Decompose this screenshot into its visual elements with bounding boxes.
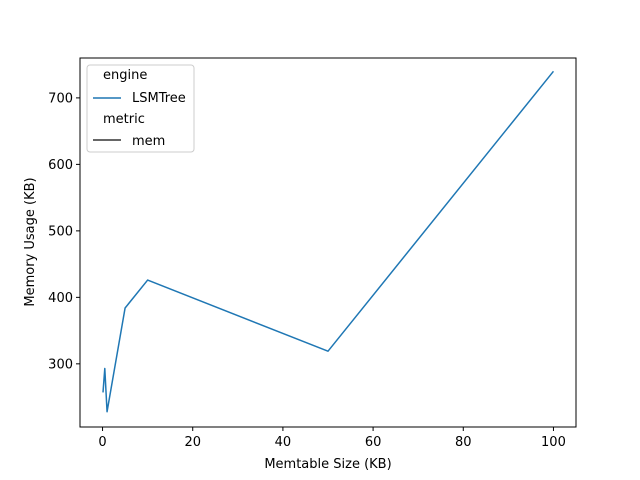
y-tick-label: 700 <box>48 91 73 106</box>
plot-area-frame <box>79 57 577 428</box>
x-tick-label: 0 <box>98 435 106 450</box>
legend-label-mem: mem <box>132 134 165 149</box>
legend-title-engine: engine <box>103 68 147 83</box>
series-line-lsmtree <box>102 70 555 413</box>
legend-title-metric: metric <box>103 112 145 127</box>
x-tick-label: 20 <box>184 435 201 450</box>
series-layer <box>102 70 555 413</box>
x-tick-label: 60 <box>365 435 382 450</box>
y-tick-label: 300 <box>48 357 73 372</box>
y-tick-label: 500 <box>48 224 73 239</box>
x-tick-label: 80 <box>455 435 472 450</box>
y-axis-label: Memory Usage (KB) <box>23 177 38 306</box>
y-axis: 300 400 500 600 700 <box>48 91 80 372</box>
legend-label-lsmtree: LSMTree <box>132 91 186 106</box>
x-axis-label: Memtable Size (KB) <box>264 457 391 472</box>
legend: engine LSMTree metric mem <box>86 64 195 153</box>
x-tick-label: 40 <box>275 435 292 450</box>
y-tick-label: 400 <box>48 291 73 306</box>
y-tick-label: 600 <box>48 158 73 173</box>
legend-box <box>86 64 195 153</box>
x-axis: 0 20 40 60 80 100 <box>98 427 566 450</box>
x-tick-label: 100 <box>541 435 566 450</box>
